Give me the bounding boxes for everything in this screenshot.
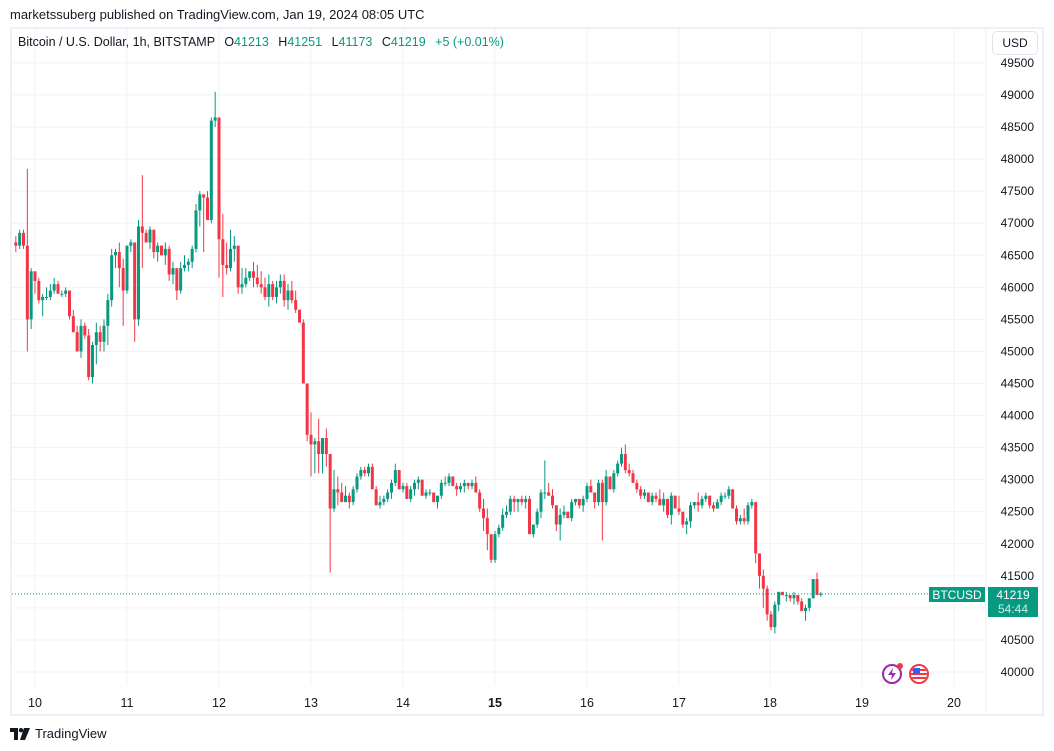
- x-axis-tick: 17: [672, 696, 686, 710]
- symbol-description: Bitcoin / U.S. Dollar, 1h, BITSTAMP: [18, 35, 215, 49]
- brand-name: TradingView: [35, 726, 107, 741]
- open-label: O: [224, 35, 235, 49]
- y-axis-tick: 40000: [1001, 665, 1035, 679]
- y-axis-tick: 42500: [1001, 505, 1035, 519]
- chart-legend: Bitcoin / U.S. Dollar, 1h, BITSTAMP O412…: [18, 35, 504, 49]
- y-axis-tick: 40500: [1001, 633, 1035, 647]
- close-label: C: [381, 35, 391, 49]
- y-axis-tick: 48500: [1001, 120, 1035, 134]
- tradingview-logo-icon: [10, 727, 30, 740]
- y-axis-tick: 41500: [1001, 569, 1035, 583]
- x-axis-tick: 18: [763, 696, 777, 710]
- tradingview-logo[interactable]: TradingView: [10, 726, 107, 741]
- y-axis-tick: 43500: [1001, 441, 1035, 455]
- candles: [14, 91, 823, 634]
- us-flag-event-icon[interactable]: [909, 664, 929, 684]
- change-value: +5 (+0.01%): [435, 35, 504, 49]
- close-value: 41219: [390, 35, 426, 49]
- high-value: 41251: [287, 35, 323, 49]
- y-axis-tick: 46000: [1001, 280, 1035, 294]
- lightning-event-icon[interactable]: [882, 663, 903, 684]
- chart-frame[interactable]: [10, 27, 1044, 716]
- y-axis-tick: 44500: [1001, 377, 1035, 391]
- x-axis-tick: 11: [121, 696, 134, 710]
- low-value: 41173: [338, 35, 373, 49]
- y-axis-tick: 49000: [1001, 88, 1035, 102]
- x-axis-tick: 13: [304, 696, 318, 710]
- y-axis-tick: 49500: [1001, 56, 1035, 70]
- x-axis-tick: 15: [488, 696, 502, 710]
- x-axis-tick: 14: [396, 696, 410, 710]
- open-value: 41213: [234, 35, 269, 49]
- currency-button[interactable]: USD: [992, 31, 1038, 55]
- low-label: L: [331, 35, 339, 49]
- y-axis-tick: 42000: [1001, 537, 1035, 551]
- last-price-badge: 41219 54:44: [988, 587, 1038, 617]
- y-axis-tick: 47000: [1001, 216, 1035, 230]
- x-axis-tick: 20: [947, 696, 961, 710]
- y-axis-tick: 48000: [1001, 152, 1035, 166]
- y-axis-tick: 45500: [1001, 312, 1035, 326]
- bar-countdown: 54:44: [997, 602, 1029, 616]
- published-header: marketssuberg published on TradingView.c…: [10, 7, 425, 22]
- symbol-price-label: BTCUSD: [929, 587, 985, 602]
- x-axis-tick: 19: [855, 696, 869, 710]
- x-axis-tick: 12: [212, 696, 226, 710]
- y-axis-tick: 44000: [1001, 409, 1035, 423]
- y-axis-tick: 43000: [1001, 473, 1035, 487]
- high-label: H: [278, 35, 288, 49]
- y-axis-tick: 47500: [1001, 184, 1035, 198]
- x-axis-tick: 16: [580, 696, 594, 710]
- y-axis-tick: 46500: [1001, 248, 1035, 262]
- last-price-value: 41219: [996, 588, 1030, 602]
- y-axis-tick: 45000: [1001, 344, 1035, 358]
- x-axis-tick: 10: [28, 696, 42, 710]
